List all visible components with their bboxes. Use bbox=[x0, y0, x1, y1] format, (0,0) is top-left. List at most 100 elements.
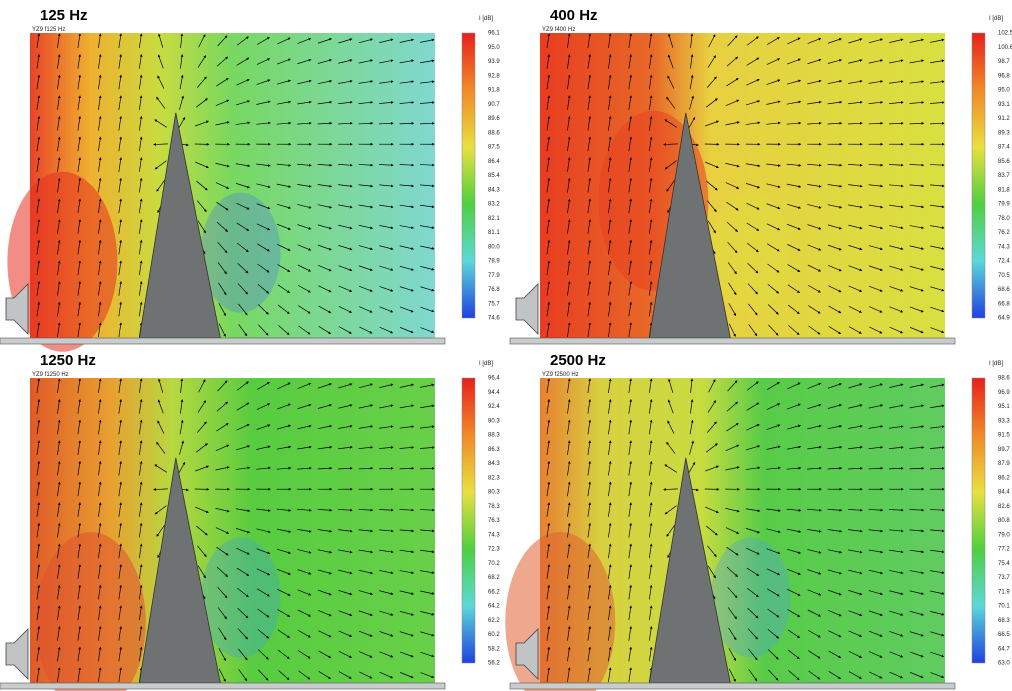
colorbar-label: 83.2 bbox=[488, 202, 500, 208]
colorbar-label: 91.5 bbox=[998, 433, 1010, 439]
colorbar-label: 56.2 bbox=[488, 661, 500, 667]
colorbar-label: 93.3 bbox=[998, 418, 1010, 424]
colorbar-label: 62.2 bbox=[488, 618, 500, 624]
colorbar-label: 70.5 bbox=[998, 273, 1010, 279]
figure: 125 HzYZ9 f125 HzI [dB]96.195.093.992.89… bbox=[0, 0, 1012, 691]
colorbar-label: 78.0 bbox=[998, 216, 1010, 222]
colorbar-label: 96.8 bbox=[998, 73, 1010, 79]
colorbar-label: 92.4 bbox=[488, 404, 500, 410]
colorbar-label: 63.0 bbox=[998, 661, 1010, 667]
speaker bbox=[516, 284, 538, 334]
colorbar-label: 74.6 bbox=[488, 316, 500, 322]
colorbar-label: 79.0 bbox=[998, 532, 1010, 538]
colorbar-label: 102.5 bbox=[998, 31, 1012, 37]
colorbar-label: 84.4 bbox=[998, 490, 1010, 496]
cool-zone bbox=[711, 538, 791, 658]
colorbar-label: 74.3 bbox=[488, 532, 500, 538]
colorbar-label: 98.6 bbox=[998, 376, 1010, 382]
colorbar-label: 64.9 bbox=[998, 316, 1010, 322]
colorbar-label: 70.1 bbox=[998, 604, 1010, 610]
colorbar-label: 100.6 bbox=[998, 45, 1012, 51]
colorbar-label: 86.3 bbox=[488, 447, 500, 453]
speaker bbox=[6, 629, 28, 679]
colorbar-label: 88.3 bbox=[488, 433, 500, 439]
colorbar-label: 95.0 bbox=[998, 88, 1010, 94]
plot-header: YZ9 f400 Hz bbox=[542, 27, 575, 33]
colorbar-label: 80.8 bbox=[998, 518, 1010, 524]
colorbar-label: 83.7 bbox=[998, 173, 1010, 179]
colorbar-label: 68.6 bbox=[998, 287, 1010, 293]
colorbar-label: 73.7 bbox=[998, 575, 1010, 581]
colorbar-label: 75.7 bbox=[488, 301, 500, 307]
colorbar-unit: I [dB] bbox=[479, 361, 493, 367]
colorbar-label: 76.3 bbox=[488, 518, 500, 524]
colorbar-unit: I [dB] bbox=[479, 16, 493, 22]
panel-title: 2500 Hz bbox=[550, 352, 606, 369]
colorbar-label: 96.1 bbox=[488, 31, 500, 37]
colorbar-label: 87.4 bbox=[998, 145, 1010, 151]
colorbar-label: 77.9 bbox=[488, 273, 500, 279]
colorbar-label: 89.3 bbox=[998, 130, 1010, 136]
colorbar-label: 87.9 bbox=[998, 461, 1010, 467]
colorbar-label: 85.4 bbox=[488, 173, 500, 179]
colorbar-label: 66.8 bbox=[998, 301, 1010, 307]
colorbar-label: 80.3 bbox=[488, 490, 500, 496]
colorbar-label: 95.0 bbox=[488, 45, 500, 51]
cool-zone bbox=[711, 193, 791, 313]
colorbar-label: 76.8 bbox=[488, 287, 500, 293]
colorbar-unit: I [dB] bbox=[989, 16, 1003, 22]
colorbar-label: 88.6 bbox=[488, 130, 500, 136]
colorbar-label: 75.4 bbox=[998, 561, 1010, 567]
colorbar bbox=[462, 33, 475, 318]
colorbar-label: 71.9 bbox=[998, 589, 1010, 595]
colorbar-label: 94.4 bbox=[488, 390, 500, 396]
colorbar-label: 91.2 bbox=[998, 116, 1010, 122]
colorbar-label: 82.1 bbox=[488, 216, 500, 222]
ground bbox=[510, 338, 955, 344]
colorbar-label: 89.7 bbox=[998, 447, 1010, 453]
colorbar-label: 66.5 bbox=[998, 632, 1010, 638]
colorbar bbox=[972, 33, 985, 318]
colorbar-label: 76.2 bbox=[998, 230, 1010, 236]
colorbar-label: 64.7 bbox=[998, 646, 1010, 652]
colorbar-label: 68.2 bbox=[488, 575, 500, 581]
colorbar-label: 70.2 bbox=[488, 561, 500, 567]
colorbar-label: 81.1 bbox=[488, 230, 500, 236]
colorbar-label: 96.9 bbox=[998, 390, 1010, 396]
colorbar-label: 85.6 bbox=[998, 159, 1010, 165]
colorbar-label: 96.4 bbox=[488, 376, 500, 382]
colorbar-label: 82.3 bbox=[488, 475, 500, 481]
colorbar-label: 98.7 bbox=[998, 59, 1010, 65]
colorbar bbox=[462, 378, 475, 663]
colorbar-label: 72.3 bbox=[488, 547, 500, 553]
colorbar-label: 58.2 bbox=[488, 646, 500, 652]
colorbar-unit: I [dB] bbox=[989, 361, 1003, 367]
colorbar-label: 90.7 bbox=[488, 102, 500, 108]
ground bbox=[0, 338, 445, 344]
colorbar-label: 60.2 bbox=[488, 632, 500, 638]
colorbar-label: 86.4 bbox=[488, 159, 500, 165]
colorbar-label: 86.2 bbox=[998, 475, 1010, 481]
colorbar-label: 89.6 bbox=[488, 116, 500, 122]
colorbar-label: 77.2 bbox=[998, 547, 1010, 553]
colorbar-label: 79.9 bbox=[998, 202, 1010, 208]
panel-title: 1250 Hz bbox=[40, 352, 96, 369]
plot-header: YZ9 f125 Hz bbox=[32, 27, 65, 33]
colorbar-label: 87.5 bbox=[488, 145, 500, 151]
colorbar-label: 91.8 bbox=[488, 88, 500, 94]
colorbar-label: 74.3 bbox=[998, 244, 1010, 250]
panel: 2500 HzYZ9 f2500 HzI [dB]98.696.995.193.… bbox=[505, 352, 1010, 691]
plot-header: YZ9 f1250 Hz bbox=[32, 372, 69, 378]
colorbar-label: 92.8 bbox=[488, 73, 500, 79]
panel-title: 125 Hz bbox=[40, 7, 88, 24]
ground bbox=[0, 683, 445, 689]
colorbar-label: 72.4 bbox=[998, 259, 1010, 265]
colorbar-label: 82.6 bbox=[998, 504, 1010, 510]
colorbar-label: 68.3 bbox=[998, 618, 1010, 624]
panel: 1250 HzYZ9 f1250 HzI [dB]96.494.492.490.… bbox=[0, 352, 500, 691]
colorbar-label: 80.0 bbox=[488, 244, 500, 250]
panel: 400 HzYZ9 f400 HzI [dB]102.5100.698.796.… bbox=[510, 7, 1012, 344]
colorbar-label: 81.8 bbox=[998, 187, 1010, 193]
cool-zone bbox=[201, 538, 281, 658]
colorbar-label: 84.3 bbox=[488, 461, 500, 467]
